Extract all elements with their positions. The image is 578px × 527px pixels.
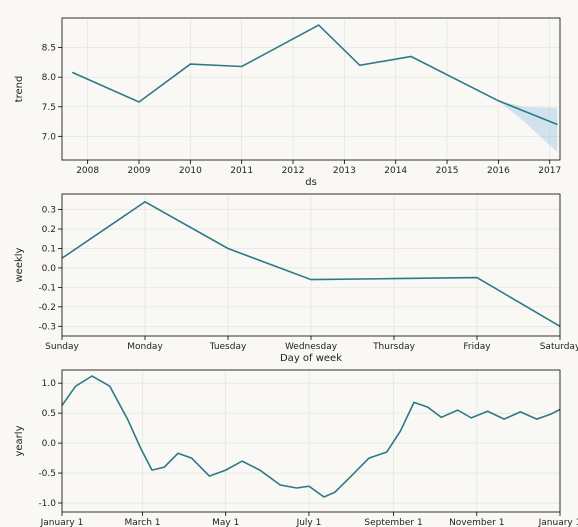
svg-text:2013: 2013 bbox=[333, 166, 356, 176]
svg-text:November 1: November 1 bbox=[449, 518, 504, 527]
weekly-panel: -0.3 -0.2 -0.1 0.0 0.1 0.2 0.3 Sunday Monday Tues… bbox=[14, 194, 578, 364]
trend-panel: 7.0 7.5 8.0 8.5 2008 2009 2010 2011 2012 2013 2014… bbox=[14, 18, 561, 188]
svg-text:-1.0: -1.0 bbox=[38, 499, 56, 509]
panel-frame bbox=[62, 18, 560, 160]
svg-text:2014: 2014 bbox=[384, 166, 407, 176]
svg-text:March 1: March 1 bbox=[124, 518, 160, 527]
svg-text:7.5: 7.5 bbox=[42, 103, 56, 113]
svg-text:2016: 2016 bbox=[487, 166, 510, 176]
svg-text:8.5: 8.5 bbox=[42, 44, 56, 54]
svg-text:yearly: yearly bbox=[14, 425, 25, 456]
svg-text:Monday: Monday bbox=[127, 342, 163, 352]
svg-text:Tuesday: Tuesday bbox=[209, 342, 247, 352]
svg-text:May 1: May 1 bbox=[212, 518, 239, 527]
svg-text:0.1: 0.1 bbox=[42, 244, 56, 254]
series-line bbox=[72, 25, 557, 124]
confidence-band bbox=[498, 101, 557, 152]
svg-text:July 1: July 1 bbox=[296, 518, 322, 527]
svg-text:Thursday: Thursday bbox=[372, 342, 416, 352]
svg-text:Sunday: Sunday bbox=[45, 342, 79, 352]
svg-text:2015: 2015 bbox=[436, 166, 459, 176]
svg-text:8.0: 8.0 bbox=[42, 73, 57, 83]
svg-text:7.0: 7.0 bbox=[42, 132, 57, 142]
svg-text:0.3: 0.3 bbox=[42, 206, 56, 216]
svg-text:2011: 2011 bbox=[230, 166, 253, 176]
svg-text:1.0: 1.0 bbox=[42, 379, 57, 389]
svg-text:-0.5: -0.5 bbox=[38, 469, 56, 479]
svg-text:Day of week: Day of week bbox=[280, 353, 342, 364]
svg-text:Friday: Friday bbox=[463, 342, 491, 352]
svg-text:-0.1: -0.1 bbox=[38, 283, 56, 293]
svg-text:0.0: 0.0 bbox=[42, 439, 57, 449]
svg-text:2009: 2009 bbox=[128, 166, 151, 176]
svg-text:Wednesday: Wednesday bbox=[285, 342, 338, 352]
svg-text:Saturday: Saturday bbox=[540, 342, 578, 352]
svg-text:2017: 2017 bbox=[538, 166, 561, 176]
svg-text:0.0: 0.0 bbox=[42, 264, 57, 274]
svg-text:0.5: 0.5 bbox=[42, 409, 56, 419]
svg-text:September 1: September 1 bbox=[364, 518, 422, 527]
svg-text:2012: 2012 bbox=[282, 166, 305, 176]
yearly-panel: -1.0 -0.5 0.0 0.5 1.0 January 1 March 1 May 1 Ju… bbox=[14, 370, 578, 527]
svg-text:2010: 2010 bbox=[179, 166, 202, 176]
svg-text:0.2: 0.2 bbox=[42, 225, 56, 235]
svg-text:January 1: January 1 bbox=[538, 518, 578, 527]
series-line bbox=[62, 376, 560, 497]
svg-text:weekly: weekly bbox=[14, 247, 25, 282]
svg-text:ds: ds bbox=[305, 177, 317, 188]
svg-text:January 1: January 1 bbox=[40, 518, 84, 527]
svg-text:-0.2: -0.2 bbox=[38, 303, 56, 313]
svg-text:2008: 2008 bbox=[76, 166, 99, 176]
svg-text:-0.3: -0.3 bbox=[38, 322, 56, 332]
svg-text:trend: trend bbox=[14, 76, 25, 103]
